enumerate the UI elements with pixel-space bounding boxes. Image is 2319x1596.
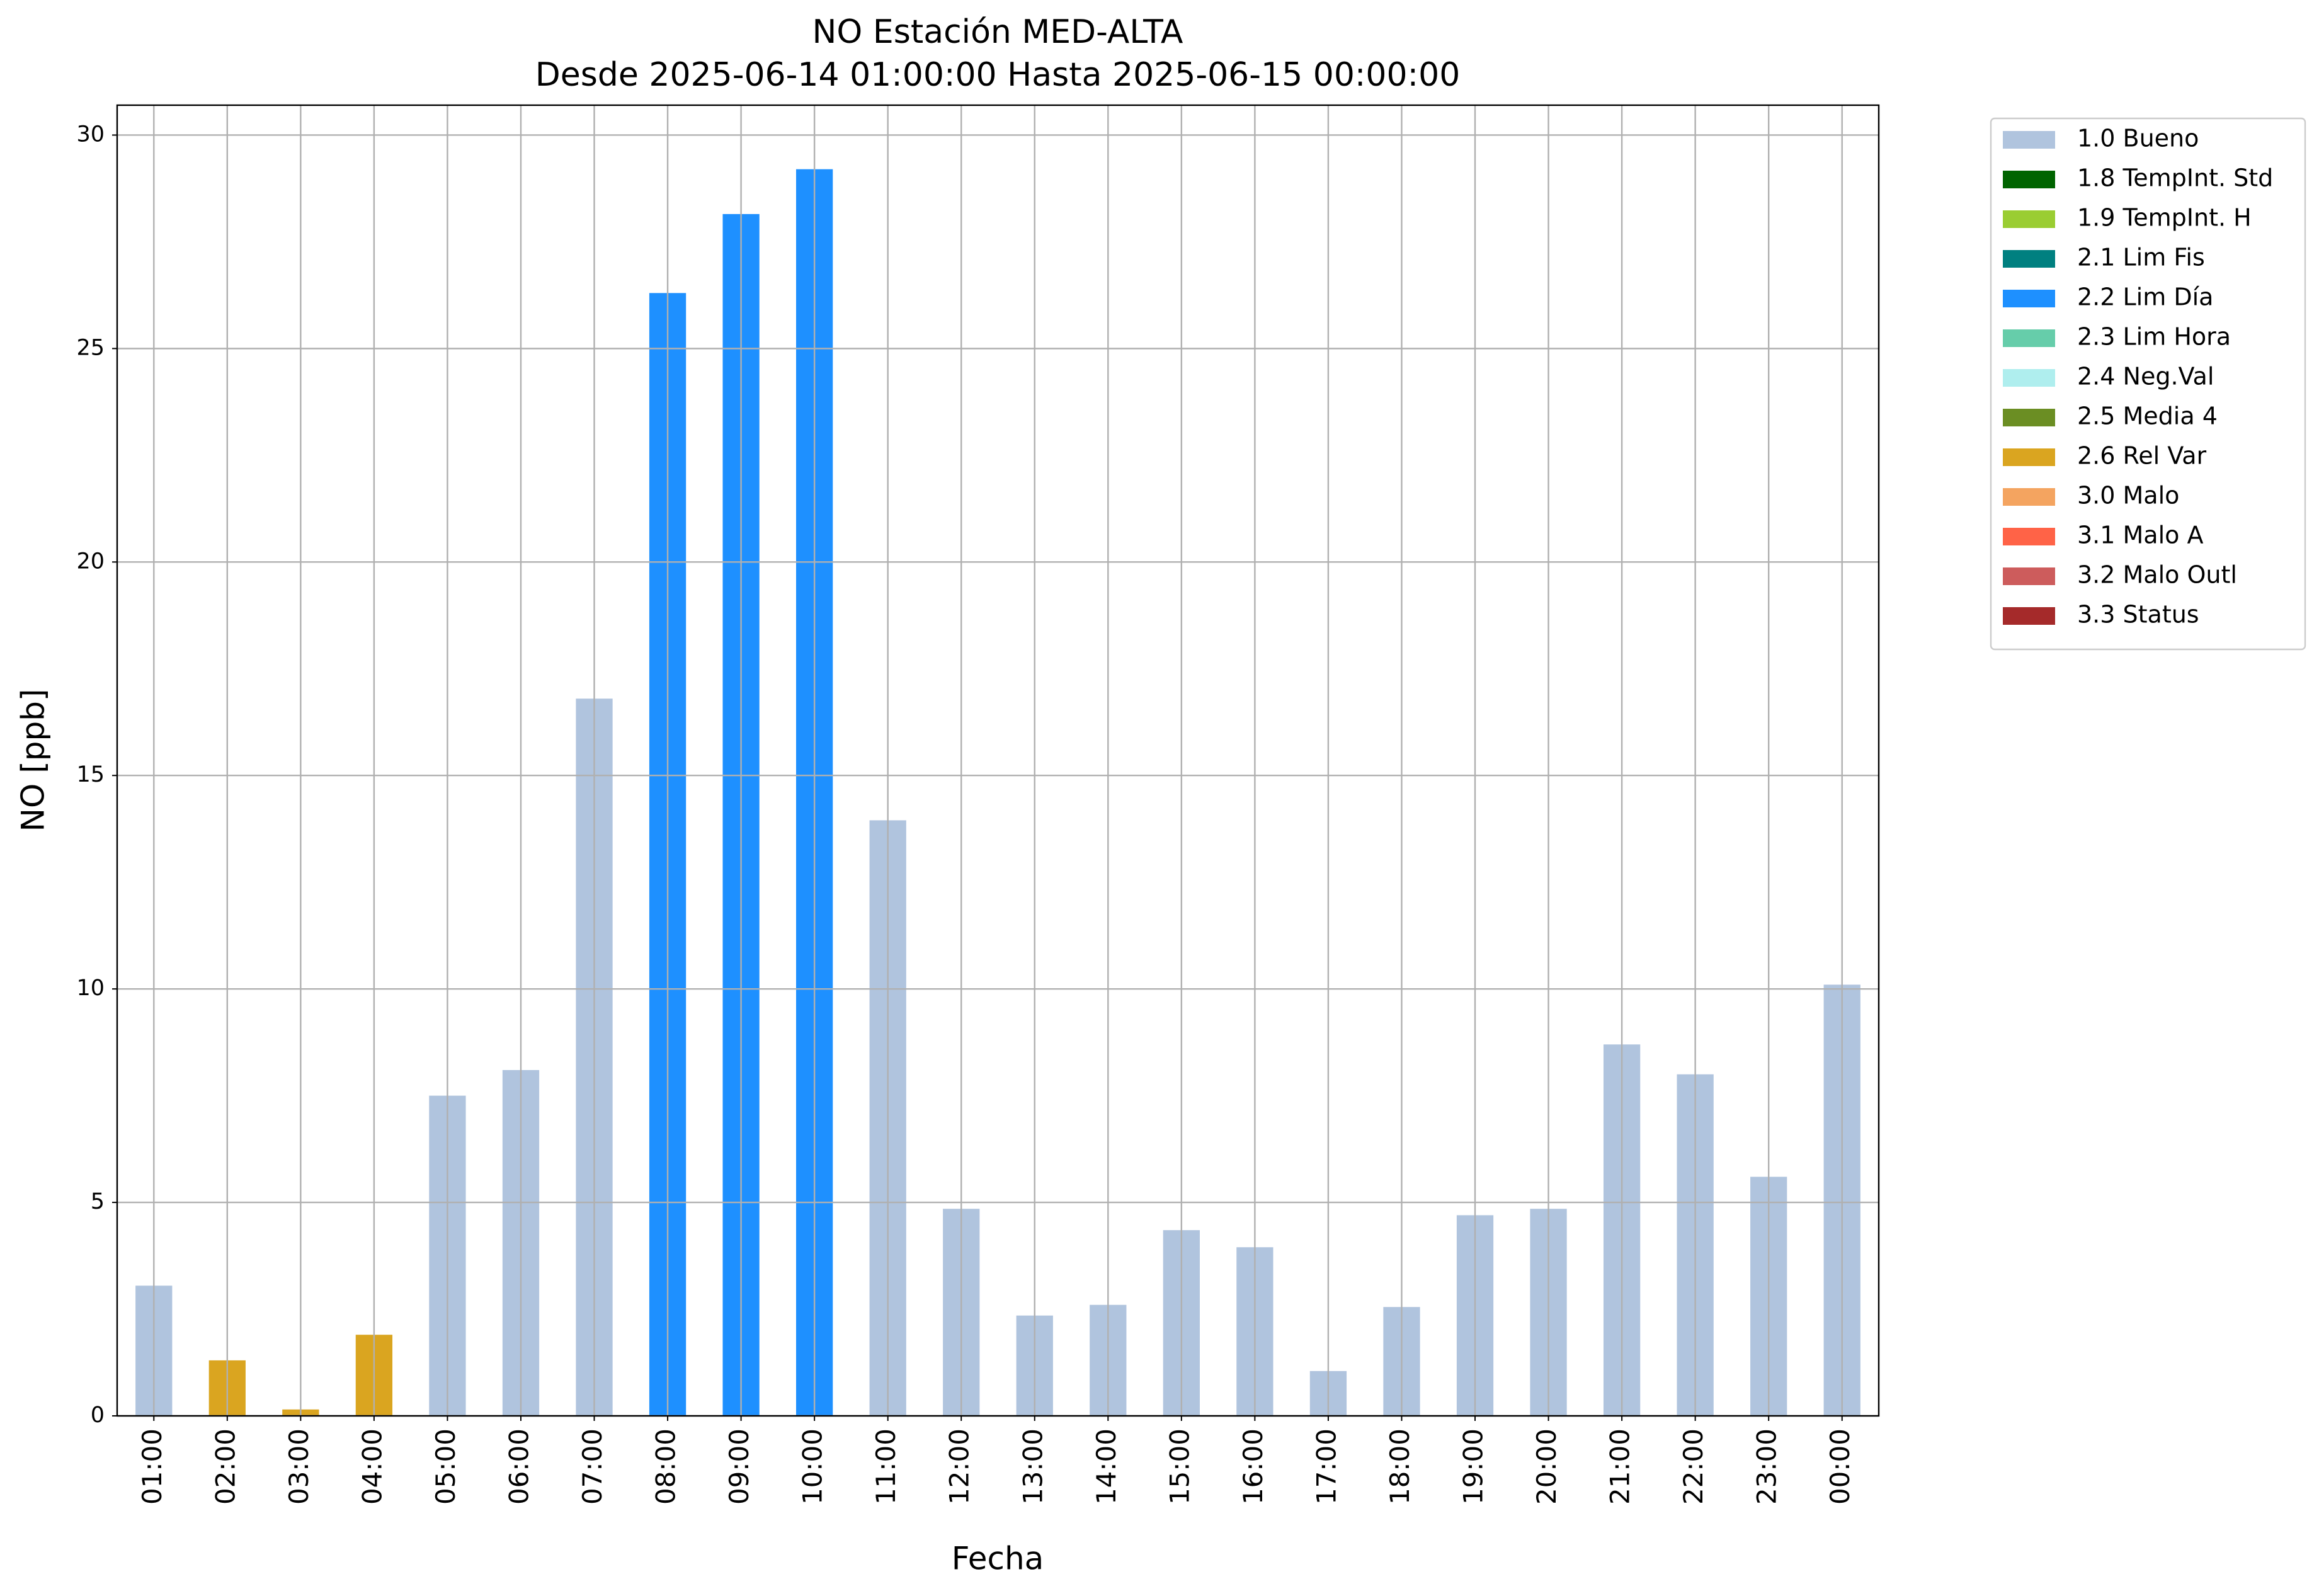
y-axis-label: NO [ppb] — [15, 689, 52, 832]
legend-label: 2.1 Lim Fis — [2077, 244, 2205, 271]
legend-label: 3.3 Status — [2077, 601, 2199, 629]
x-tick-label: 10:00 — [797, 1428, 828, 1505]
legend-swatch — [2003, 290, 2055, 307]
legend-label: 2.6 Rel Var — [2077, 442, 2207, 470]
legend-swatch — [2003, 250, 2055, 268]
legend-swatch — [2003, 171, 2055, 188]
x-tick-label: 23:00 — [1752, 1428, 1782, 1505]
legend-swatch — [2003, 210, 2055, 228]
legend-swatch — [2003, 488, 2055, 506]
y-tick-label: 10 — [76, 976, 105, 1001]
x-tick-label: 17:00 — [1311, 1428, 1342, 1505]
legend-label: 1.8 TempInt. Std — [2077, 164, 2273, 192]
x-tick-label: 13:00 — [1017, 1428, 1048, 1505]
x-axis-label: Fecha — [952, 1541, 1044, 1577]
y-tick-label: 20 — [76, 549, 105, 574]
legend-label: 2.2 Lim Día — [2077, 283, 2213, 311]
chart-subtitle: Desde 2025-06-14 01:00:00 Hasta 2025-06-… — [535, 56, 1461, 94]
x-tick-label: 15:00 — [1164, 1428, 1195, 1505]
y-tick-label: 25 — [76, 335, 105, 360]
x-tick-label: 16:00 — [1238, 1428, 1268, 1505]
chart-title: NO Estación MED-ALTA — [812, 13, 1183, 51]
legend-label: 3.1 Malo A — [2077, 522, 2203, 549]
x-tick-label: 18:00 — [1384, 1428, 1415, 1505]
legend-swatch — [2003, 131, 2055, 149]
plot-frame — [116, 104, 1880, 1417]
legend-label: 2.5 Media 4 — [2077, 402, 2218, 430]
legend-label: 2.3 Lim Hora — [2077, 323, 2231, 351]
x-tick-label: 08:00 — [651, 1428, 681, 1505]
x-tick-label: 05:00 — [430, 1428, 461, 1505]
x-tick-label: 11:00 — [870, 1428, 901, 1505]
y-tick-label: 15 — [76, 762, 105, 787]
x-tick-label: 01:00 — [137, 1428, 168, 1505]
legend-swatch — [2003, 329, 2055, 347]
x-tick-label: 00:00 — [1825, 1428, 1855, 1505]
legend-label: 2.4 Neg.Val — [2077, 363, 2214, 390]
x-tick-label: 22:00 — [1678, 1428, 1709, 1505]
legend-swatch — [2003, 409, 2055, 426]
y-tick-label: 5 — [91, 1189, 105, 1214]
x-tick-label: 20:00 — [1531, 1428, 1562, 1505]
legend-swatch — [2003, 607, 2055, 625]
legend-swatch — [2003, 567, 2055, 585]
x-tick-label: 21:00 — [1605, 1428, 1636, 1505]
legend-label: 3.0 Malo — [2077, 482, 2179, 510]
x-tick-label: 06:00 — [503, 1428, 534, 1505]
legend-box — [1990, 117, 2306, 651]
x-tick-label: 09:00 — [724, 1428, 755, 1505]
legend-label: 1.0 Bueno — [2077, 125, 2199, 152]
x-tick-label: 03:00 — [283, 1428, 314, 1505]
y-tick-label: 30 — [76, 122, 105, 147]
x-tick-label: 02:00 — [210, 1428, 241, 1505]
legend-swatch — [2003, 369, 2055, 387]
legend-swatch — [2003, 448, 2055, 466]
y-tick-label: 0 — [91, 1403, 105, 1428]
x-tick-label: 14:00 — [1091, 1428, 1122, 1505]
legend-swatch — [2003, 528, 2055, 545]
x-tick-label: 04:00 — [356, 1428, 387, 1505]
x-tick-label: 12:00 — [944, 1428, 975, 1505]
legend-label: 3.2 Malo Outl — [2077, 561, 2237, 589]
x-tick-label: 19:00 — [1458, 1428, 1489, 1505]
x-tick-label: 07:00 — [577, 1428, 608, 1505]
legend-label: 1.9 TempInt. H — [2077, 204, 2252, 232]
